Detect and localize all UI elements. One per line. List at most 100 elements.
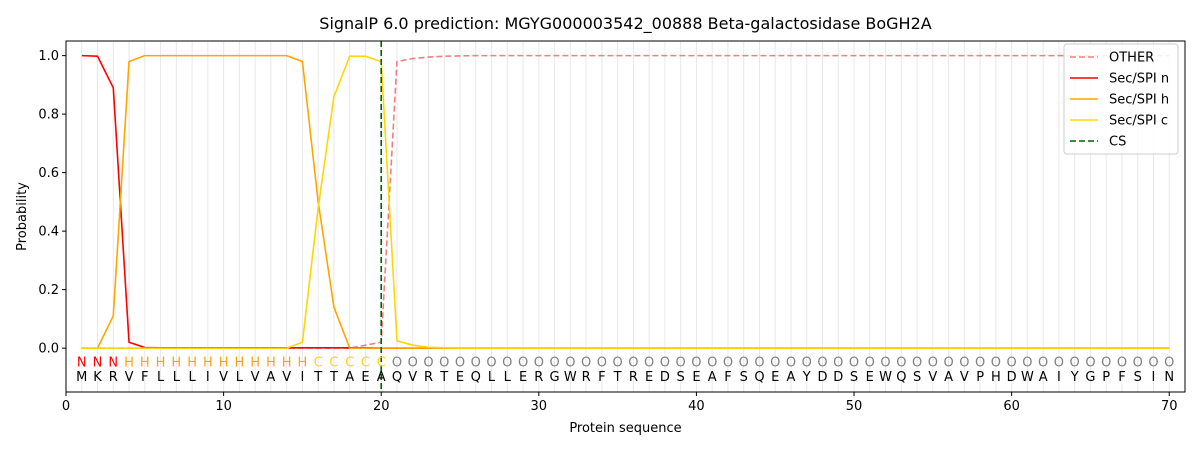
residue-label: L — [504, 370, 512, 385]
predicted-label: H — [187, 355, 197, 370]
residue-label: H — [991, 370, 1001, 385]
residue-label: E — [692, 370, 700, 385]
predicted-label: C — [361, 355, 370, 370]
residue-label: A — [377, 370, 386, 385]
predicted-label: O — [597, 355, 607, 370]
predicted-label: O — [723, 355, 733, 370]
predicted-label: O — [959, 355, 969, 370]
residue-label: F — [1118, 370, 1125, 385]
predicted-label: O — [739, 355, 749, 370]
y-tick-label: 0.0 — [38, 342, 59, 357]
predicted-label: H — [250, 355, 260, 370]
predicted-label: O — [644, 355, 654, 370]
y-axis-ticks: 0.0 0.2 0.4 0.6 0.8 1.0 — [38, 49, 66, 357]
legend-label: OTHER — [1109, 51, 1154, 66]
series-layer — [81, 41, 1170, 392]
residue-label: A — [345, 370, 354, 385]
residue-label: Y — [802, 370, 811, 385]
residue-label: T — [329, 370, 338, 385]
predicted-label: O — [786, 355, 796, 370]
residue-label: W — [564, 370, 577, 385]
predicted-label: H — [156, 355, 166, 370]
predicted-label: O — [802, 355, 812, 370]
residue-label: K — [93, 370, 102, 385]
residue-label: E — [771, 370, 779, 385]
predicted-label: O — [691, 355, 701, 370]
predicted-label: O — [707, 355, 717, 370]
predicted-label: O — [912, 355, 922, 370]
residue-label: M — [76, 370, 87, 385]
predicted-label: O — [423, 355, 433, 370]
predicted-label: O — [486, 355, 496, 370]
residue-label: G — [1085, 370, 1095, 385]
residue-label: E — [866, 370, 874, 385]
x-tick-label: 40 — [688, 399, 705, 414]
predicted-label: N — [108, 355, 118, 370]
x-tick-label: 50 — [846, 399, 863, 414]
residue-label: Q — [471, 370, 481, 385]
predicted-label: O — [471, 355, 481, 370]
predicted-label: O — [1007, 355, 1017, 370]
residue-label: E — [361, 370, 369, 385]
residue-label: T — [313, 370, 322, 385]
residue-label: I — [1057, 370, 1061, 385]
residue-label: P — [976, 370, 984, 385]
legend-box — [1063, 43, 1179, 155]
residue-label: T — [439, 370, 448, 385]
residue-label: A — [944, 370, 953, 385]
predicted-label: H — [140, 355, 150, 370]
residue-label: L — [157, 370, 165, 385]
predicted-label: O — [439, 355, 449, 370]
legend: OTHER Sec/SPI n Sec/SPI h Sec/SPI c CS — [1063, 43, 1179, 155]
predicted-label: O — [518, 355, 528, 370]
predicted-label: O — [943, 355, 953, 370]
residue-label: N — [1164, 370, 1174, 385]
predicted-label: N — [93, 355, 103, 370]
residue-label: G — [550, 370, 560, 385]
residue-label: F — [598, 370, 605, 385]
predicted-label: O — [1022, 355, 1032, 370]
predicted-label: O — [880, 355, 890, 370]
x-tick-label: 30 — [531, 399, 548, 414]
residue-label: T — [613, 370, 622, 385]
residue-label: Q — [392, 370, 402, 385]
residue-label: A — [787, 370, 796, 385]
predicted-label: O — [833, 355, 843, 370]
residue-label: L — [488, 370, 496, 385]
predicted-label: O — [1054, 355, 1064, 370]
y-tick-label: 0.4 — [38, 225, 59, 240]
residue-label: V — [282, 370, 291, 385]
predicted-label: O — [1164, 355, 1174, 370]
residue-label: L — [236, 370, 244, 385]
residue-label: V — [960, 370, 969, 385]
residue-label: L — [188, 370, 196, 385]
residue-label: Q — [896, 370, 906, 385]
predicted-label: O — [928, 355, 938, 370]
predicted-label: H — [203, 355, 213, 370]
residue-label: V — [408, 370, 417, 385]
predicted-label: H — [282, 355, 292, 370]
predicted-label: O — [1101, 355, 1111, 370]
predicted-label: O — [455, 355, 465, 370]
residue-label: V — [219, 370, 228, 385]
x-tick-label: 20 — [373, 399, 390, 414]
residue-label: V — [251, 370, 260, 385]
residue-label: S — [850, 370, 858, 385]
residue-label: I — [300, 370, 304, 385]
predicted-label: H — [234, 355, 244, 370]
x-tick-label: 60 — [1003, 399, 1020, 414]
predicted-label: O — [565, 355, 575, 370]
x-axis-label: Protein sequence — [569, 421, 681, 436]
predicted-label: O — [581, 355, 591, 370]
predicted-label: O — [754, 355, 764, 370]
residue-label: W — [1021, 370, 1034, 385]
predicted-label: C — [314, 355, 323, 370]
residue-label: S — [677, 370, 685, 385]
residue-label: W — [879, 370, 892, 385]
predicted-label: O — [1038, 355, 1048, 370]
residue-label: R — [109, 370, 118, 385]
residue-label: R — [629, 370, 638, 385]
predicted-label: O — [991, 355, 1001, 370]
predicted-label: O — [1148, 355, 1158, 370]
residue-label: F — [141, 370, 148, 385]
